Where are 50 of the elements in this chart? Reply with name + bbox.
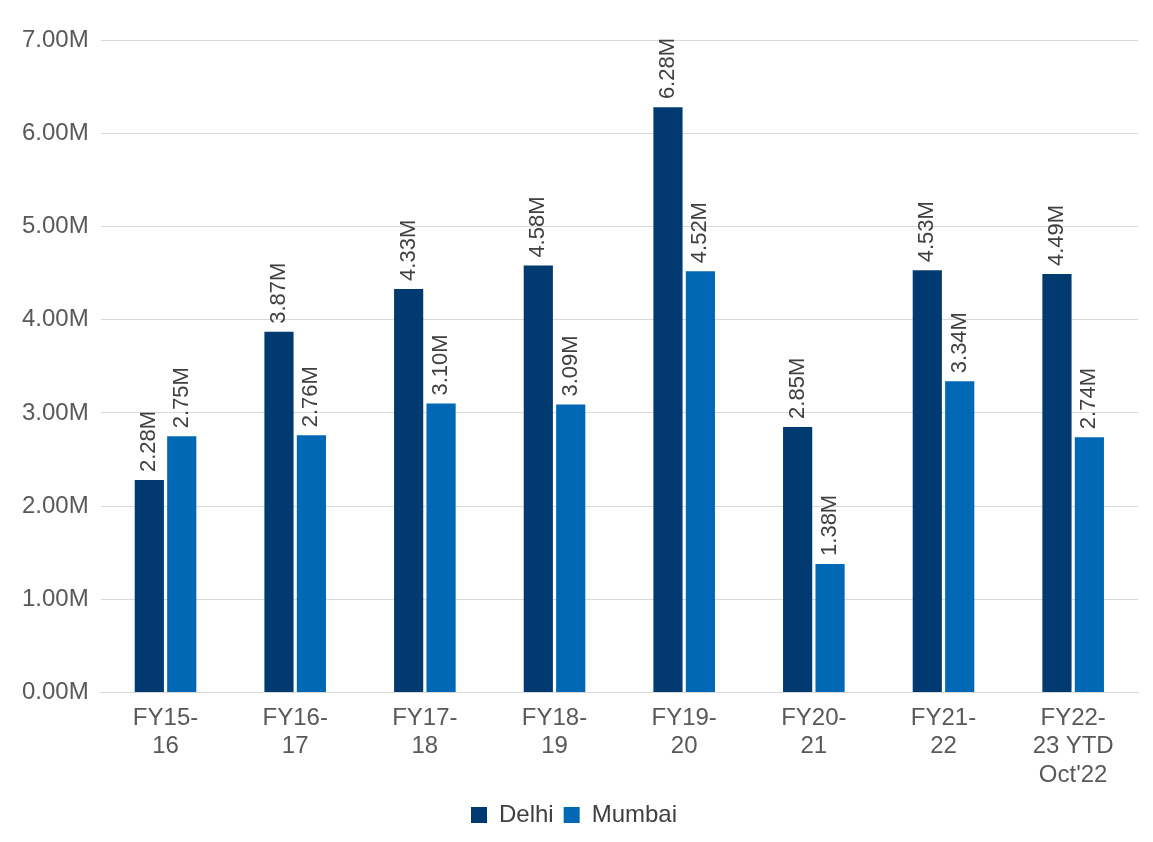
bar <box>134 480 164 693</box>
x-tick-label: FY20-21 <box>781 702 847 759</box>
x-tick-label: FY18-19 <box>521 702 588 759</box>
data-label: 3.09M <box>556 335 582 397</box>
legend-label: Delhi <box>498 799 554 827</box>
data-label: 4.33M <box>394 219 420 281</box>
x-tick-label: FY17-18 <box>392 702 458 759</box>
data-label: 2.85M <box>783 357 809 419</box>
bar <box>815 563 845 693</box>
data-label: 6.28M <box>654 37 680 100</box>
bar <box>945 381 975 693</box>
data-label: 3.34M <box>945 312 971 374</box>
bar <box>394 288 424 693</box>
data-label: 4.52M <box>686 202 712 264</box>
legend-label: Mumbai <box>591 799 678 827</box>
y-tick-label: 6.00M <box>22 117 89 145</box>
data-label: 2.28M <box>135 410 161 473</box>
bar <box>556 404 586 693</box>
bar <box>1042 274 1072 693</box>
data-label: 3.87M <box>265 262 291 324</box>
y-tick-label: 0.00M <box>22 677 89 705</box>
y-tick-label: 3.00M <box>22 397 89 425</box>
bar <box>783 426 813 693</box>
data-label: 2.76M <box>297 366 323 428</box>
data-label: 2.74M <box>1075 368 1101 430</box>
y-tick-label: 5.00M <box>22 211 89 239</box>
x-tick-label: FY16-17 <box>262 702 328 759</box>
data-label: 3.10M <box>427 334 453 396</box>
bar <box>264 331 294 693</box>
x-tick-label: FY22-23 YTD Oct'22 <box>1032 702 1114 788</box>
bar <box>523 265 553 693</box>
data-label: 2.75M <box>167 367 193 429</box>
bar <box>1074 437 1104 693</box>
y-tick-label: 7.00M <box>22 24 89 52</box>
bar <box>167 436 197 693</box>
data-label: 4.53M <box>913 201 939 263</box>
bar <box>426 403 456 693</box>
x-tick-label: FY15-16 <box>132 702 199 759</box>
x-tick-label: FY21-22 <box>910 702 977 759</box>
bar <box>653 107 683 693</box>
y-tick-label: 2.00M <box>22 490 89 518</box>
x-tick-label: FY19-20 <box>651 702 717 759</box>
data-label: 1.38M <box>816 494 842 556</box>
bar <box>685 271 715 693</box>
data-label: 4.58M <box>524 196 550 258</box>
y-tick-label: 1.00M <box>22 584 89 611</box>
y-tick-label: 4.00M <box>22 304 89 332</box>
bar <box>296 435 326 693</box>
bar <box>912 270 942 693</box>
data-label: 4.49M <box>1043 204 1069 266</box>
